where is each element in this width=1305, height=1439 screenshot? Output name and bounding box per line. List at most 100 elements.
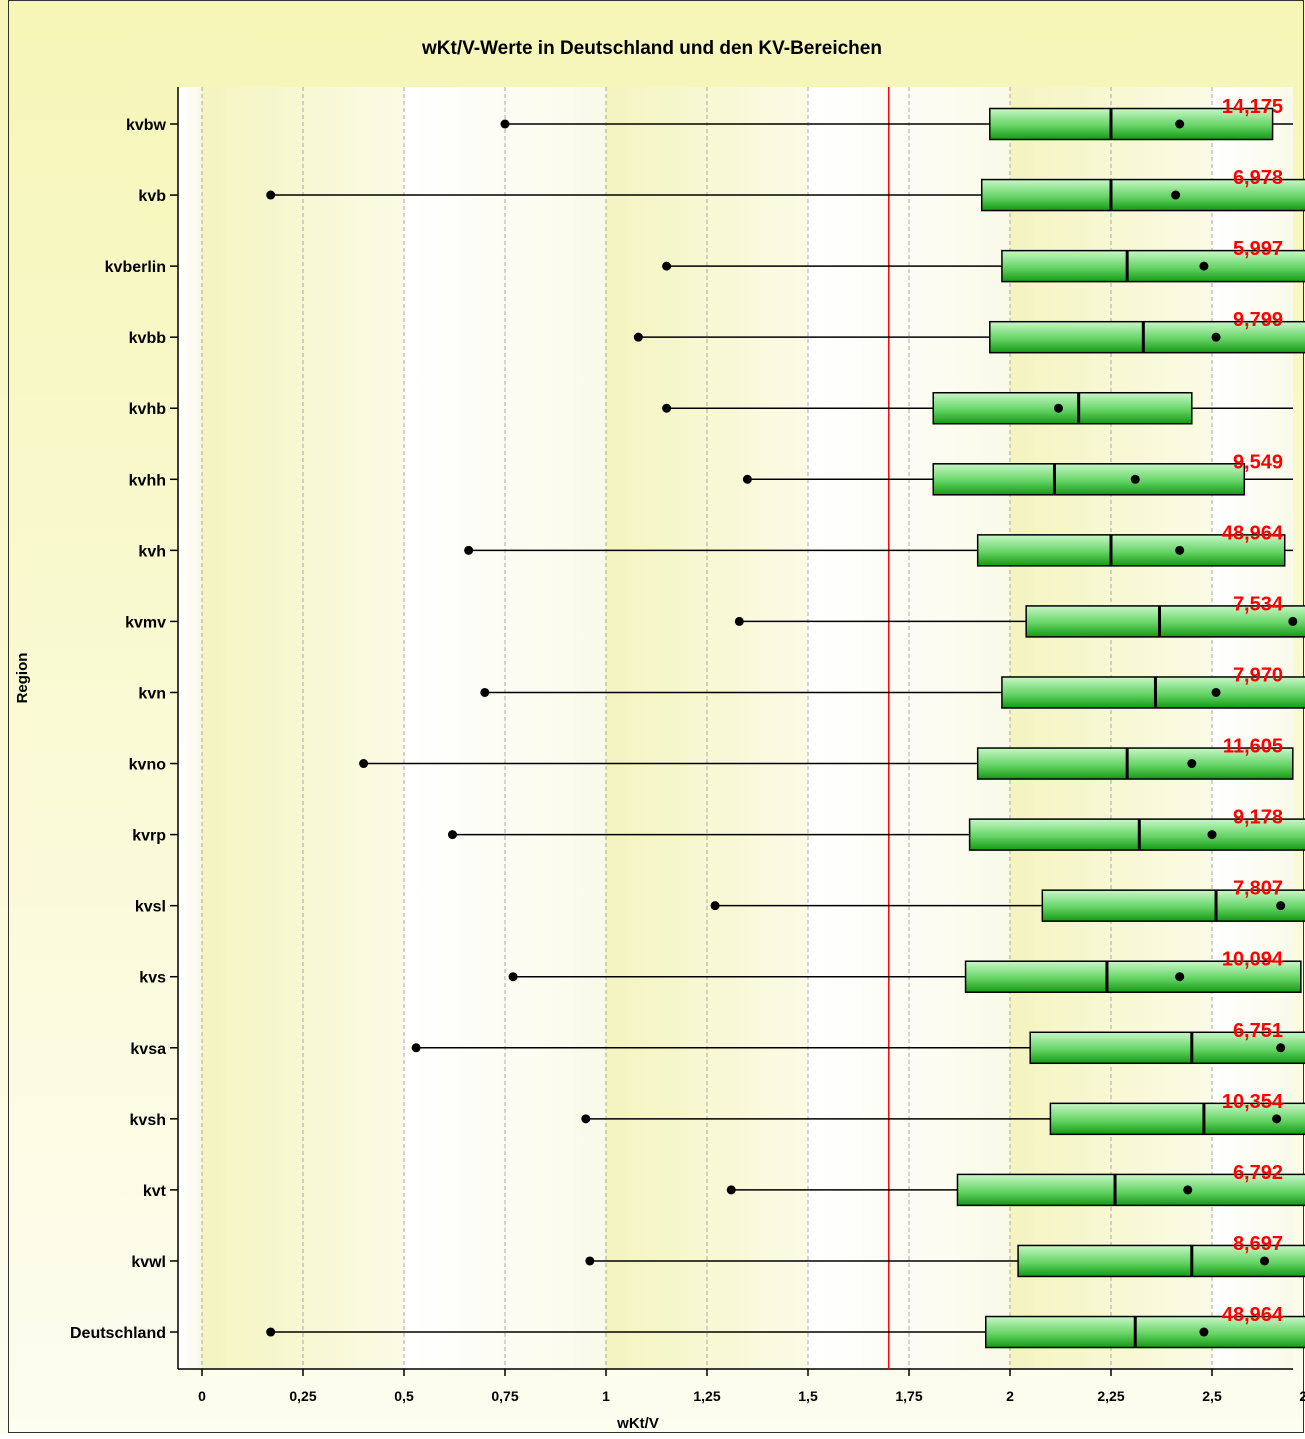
- iqr-box: [989, 107, 1274, 141]
- y-tick-label: kvwl: [131, 1254, 166, 1271]
- box-kvhb: [662, 391, 1293, 425]
- plot-band: [1212, 87, 1293, 1369]
- max-value-label: 8,697: [1233, 1233, 1283, 1255]
- frame-border: [8, 0, 1304, 1433]
- mean-point: [1260, 1256, 1270, 1266]
- mean-point: [1272, 1114, 1282, 1124]
- x-tick-label: 2: [1006, 1388, 1014, 1404]
- x-tick-label: 1: [602, 1388, 610, 1404]
- y-tick-label: kvmv: [125, 614, 166, 631]
- mean-point: [1276, 901, 1286, 911]
- iqr-box: [1017, 1244, 1305, 1278]
- y-tick-label: kvh: [138, 543, 166, 560]
- x-tick-label: 0: [198, 1388, 206, 1404]
- x-tick-label: 2,75: [1299, 1388, 1305, 1404]
- max-value-label: 7,807: [1233, 878, 1283, 900]
- max-value-label: 9,799: [1233, 309, 1283, 331]
- iqr-box: [985, 1315, 1305, 1349]
- box-kvbw: 14,175: [500, 96, 1293, 141]
- mean-point: [1175, 119, 1185, 129]
- y-tick-label: kvrp: [132, 828, 166, 845]
- iqr-box: [989, 320, 1305, 354]
- box-Deutschland: 48,964: [266, 1304, 1305, 1349]
- plot-bands: [178, 87, 1293, 1369]
- mean-point: [1053, 403, 1063, 413]
- mean-point: [1199, 261, 1209, 271]
- x-tick-label: 0,5: [394, 1388, 414, 1404]
- y-tick-label: kvs: [139, 970, 166, 987]
- mean-point: [1211, 687, 1221, 697]
- chart-title: wKt/V-Werte in Deutschland und den KV-Be…: [421, 38, 882, 59]
- y-tick-label: kvberlin: [105, 259, 166, 276]
- y-tick-label: kvbw: [126, 117, 167, 134]
- max-value-label: 48,964: [1222, 522, 1284, 544]
- min-point: [464, 545, 474, 555]
- x-tick-label: 1,75: [895, 1388, 922, 1404]
- mean-point: [1199, 1327, 1209, 1337]
- x-tick-label: 0,75: [491, 1388, 518, 1404]
- max-value-label: 7,970: [1233, 664, 1283, 686]
- mean-point: [1211, 332, 1221, 342]
- min-point: [480, 687, 490, 697]
- min-point: [359, 759, 369, 769]
- y-tick-label: kvhb: [129, 401, 167, 418]
- max-value-label: 5,997: [1233, 238, 1283, 260]
- max-value-label: 9,549: [1233, 451, 1283, 473]
- box-kvsa: 6,751: [411, 1020, 1305, 1065]
- min-point: [508, 972, 518, 982]
- min-point: [266, 190, 276, 200]
- box-kvrp: 9,178: [447, 807, 1305, 851]
- max-value-label: 9,178: [1233, 807, 1283, 829]
- iqr-box: [968, 818, 1305, 851]
- min-point: [633, 332, 643, 342]
- max-value-label: 6,978: [1233, 167, 1283, 189]
- y-axis-labels: kvbw kvb kvberlin kvbb kvhb kvhh kvh kvmv kvn kvn…: [70, 117, 178, 1342]
- box-kvbb: 9,799: [633, 309, 1305, 354]
- box-kvsl: 7,807: [710, 878, 1305, 922]
- min-point: [726, 1185, 736, 1195]
- max-value-label: 11,605: [1223, 736, 1283, 758]
- box-kvhh: 9,549: [742, 451, 1293, 496]
- y-tick-label: kvsa: [130, 1041, 166, 1058]
- x-tick-label: 1,25: [693, 1388, 720, 1404]
- max-value-label: 7,534: [1233, 593, 1284, 615]
- box-series: 14,175 6,978 5,997 9,799 9,549 48,964 7,534 7,9…: [266, 96, 1305, 1349]
- iqr-box: [976, 747, 1294, 780]
- min-point: [585, 1256, 595, 1266]
- y-tick-label: Deutschland: [70, 1325, 166, 1342]
- y-axis-title: Region: [14, 653, 31, 704]
- iqr-box: [1025, 605, 1305, 638]
- mean-point: [1183, 1185, 1193, 1195]
- x-tick-label: 1,5: [798, 1388, 818, 1404]
- iqr-box: [1029, 1031, 1305, 1065]
- iqr-box: [980, 178, 1305, 212]
- box-kvs: 10,094: [508, 949, 1302, 993]
- max-value-label: 48,964: [1222, 1304, 1284, 1326]
- min-point: [662, 403, 672, 413]
- box-kvh: 48,964: [464, 522, 1293, 567]
- mean-point: [1276, 1043, 1286, 1053]
- y-tick-label: kvsl: [135, 899, 166, 916]
- grid-lines: [201, 87, 1213, 1369]
- y-tick-label: kvsh: [130, 1112, 166, 1129]
- min-point: [411, 1043, 421, 1053]
- mean-point: [1175, 972, 1185, 982]
- y-tick-label: kvb: [138, 188, 166, 205]
- y-tick-label: kvt: [143, 1183, 167, 1200]
- iqr-box: [1041, 889, 1305, 922]
- mean-point: [1288, 616, 1298, 626]
- max-value-label: 10,094: [1222, 949, 1284, 971]
- min-point: [581, 1114, 591, 1124]
- mean-point: [1171, 190, 1181, 200]
- box-kvt: 6,792: [726, 1162, 1305, 1207]
- min-point: [662, 261, 672, 271]
- y-tick-label: kvhh: [129, 472, 166, 489]
- iqr-box: [932, 463, 1246, 496]
- max-value-label: 6,751: [1233, 1020, 1283, 1042]
- mean-point: [1187, 759, 1197, 769]
- mean-point: [1207, 830, 1217, 840]
- x-axis-title: wKt/V: [616, 1415, 659, 1432]
- iqr-box: [1001, 676, 1305, 709]
- min-point: [266, 1327, 276, 1337]
